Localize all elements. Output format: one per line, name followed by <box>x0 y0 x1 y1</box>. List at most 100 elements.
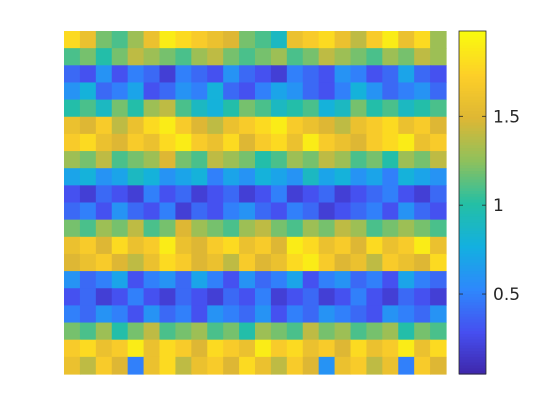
colorbar-swatch <box>459 71 486 75</box>
colorbar-swatch <box>459 328 486 332</box>
heatmap-cell <box>111 322 129 341</box>
heatmap-cell <box>191 185 208 204</box>
colorbar-swatch <box>459 356 486 361</box>
heatmap-cell <box>127 151 145 169</box>
heatmap-cell <box>159 133 177 152</box>
heatmap-cell <box>318 202 336 221</box>
heatmap-cell <box>430 356 447 375</box>
heatmap-cell <box>398 168 415 186</box>
heatmap-cell <box>302 322 320 341</box>
heatmap-cell <box>334 82 352 101</box>
colorbar-swatch <box>459 148 486 152</box>
heatmap-cell <box>398 322 415 341</box>
heatmap-cell <box>382 151 399 169</box>
heatmap-cell <box>111 31 129 49</box>
colorbar-swatch <box>459 353 486 358</box>
heatmap-cell <box>350 356 368 375</box>
heatmap-cell <box>382 339 399 358</box>
colorbar-swatch <box>459 308 486 312</box>
colorbar-swatch <box>459 185 486 189</box>
colorbar-swatch <box>459 162 486 166</box>
heatmap-cell <box>350 202 368 221</box>
heatmap-cell <box>127 65 145 84</box>
heatmap-cell <box>270 356 288 375</box>
heatmap-cell <box>270 185 288 204</box>
heatmap-cell <box>223 356 240 375</box>
heatmap-cell <box>175 65 192 84</box>
heatmap-cell <box>143 271 161 289</box>
heatmap-cell <box>255 305 272 324</box>
heatmap-cell <box>95 305 113 324</box>
heatmap-cell <box>286 322 304 341</box>
heatmap-cell <box>143 236 161 255</box>
heatmap-cell <box>111 168 129 186</box>
heatmap-cell <box>286 253 304 272</box>
heatmap-cell <box>255 48 272 66</box>
heatmap-cell <box>64 65 81 84</box>
heatmap-cell <box>223 339 240 358</box>
heatmap-cell <box>159 339 177 358</box>
heatmap-cell <box>318 271 336 289</box>
heatmap-cell <box>95 116 113 135</box>
heatmap-cell <box>95 48 113 66</box>
heatmap-cell <box>366 82 383 101</box>
heatmap-cell <box>382 116 399 135</box>
heatmap-cell <box>366 48 383 66</box>
heatmap-cell <box>191 339 208 358</box>
colorbar-swatch <box>459 79 486 84</box>
colorbar-swatch <box>459 213 486 218</box>
heatmap-cell <box>175 168 192 186</box>
heatmap-cell <box>382 82 399 101</box>
colorbar-swatch <box>459 119 486 124</box>
heatmap-cell <box>334 48 352 66</box>
heatmap-cell <box>318 168 336 186</box>
colorbar-swatch <box>459 179 486 184</box>
heatmap-cell <box>255 236 272 255</box>
heatmap-cell <box>239 236 256 255</box>
heatmap-cell <box>286 288 304 306</box>
colorbar-swatch <box>459 168 486 172</box>
heatmap-cell <box>366 31 383 49</box>
colorbar-swatch <box>459 248 486 252</box>
heatmap-cell <box>318 99 336 118</box>
heatmap-cell <box>382 65 399 84</box>
colorbar-swatch <box>459 76 486 81</box>
heatmap-cell <box>159 219 177 238</box>
colorbar-swatch <box>459 225 486 229</box>
heatmap-cell <box>64 288 81 306</box>
heatmap-cell <box>175 288 192 306</box>
heatmap-cell <box>286 185 304 204</box>
heatmap-cell <box>430 151 447 169</box>
heatmap-cell <box>159 236 177 255</box>
heatmap-cell <box>79 151 97 169</box>
heatmap-cell <box>239 168 256 186</box>
heatmap-cell <box>318 236 336 255</box>
heatmap-cell <box>64 133 81 152</box>
colorbar-swatch <box>459 62 486 66</box>
heatmap-cell <box>286 236 304 255</box>
heatmap-cell <box>159 151 177 169</box>
heatmap-cell <box>414 219 431 238</box>
heatmap-cell <box>143 322 161 341</box>
heatmap-cell <box>318 305 336 324</box>
heatmap-cell <box>64 322 81 341</box>
heatmap-cell <box>239 133 256 152</box>
heatmap-cell <box>286 339 304 358</box>
heatmap-cell <box>207 219 224 238</box>
colorbar-swatch <box>459 136 486 141</box>
heatmap-cell <box>334 116 352 135</box>
heatmap-cell <box>302 82 320 101</box>
heatmap-cell <box>64 168 81 186</box>
heatmap-cell <box>111 116 129 135</box>
heatmap-cell <box>350 219 368 238</box>
heatmap-cell <box>143 151 161 169</box>
heatmap-cell <box>143 356 161 375</box>
heatmap-cell <box>302 133 320 152</box>
heatmap-cell <box>270 271 288 289</box>
heatmap-cell <box>255 288 272 306</box>
colorbar-swatch <box>459 236 486 241</box>
heatmap-cell <box>143 82 161 101</box>
heatmap-cell <box>95 185 113 204</box>
heatmap-cell <box>191 48 208 66</box>
heatmap-cell <box>127 236 145 255</box>
